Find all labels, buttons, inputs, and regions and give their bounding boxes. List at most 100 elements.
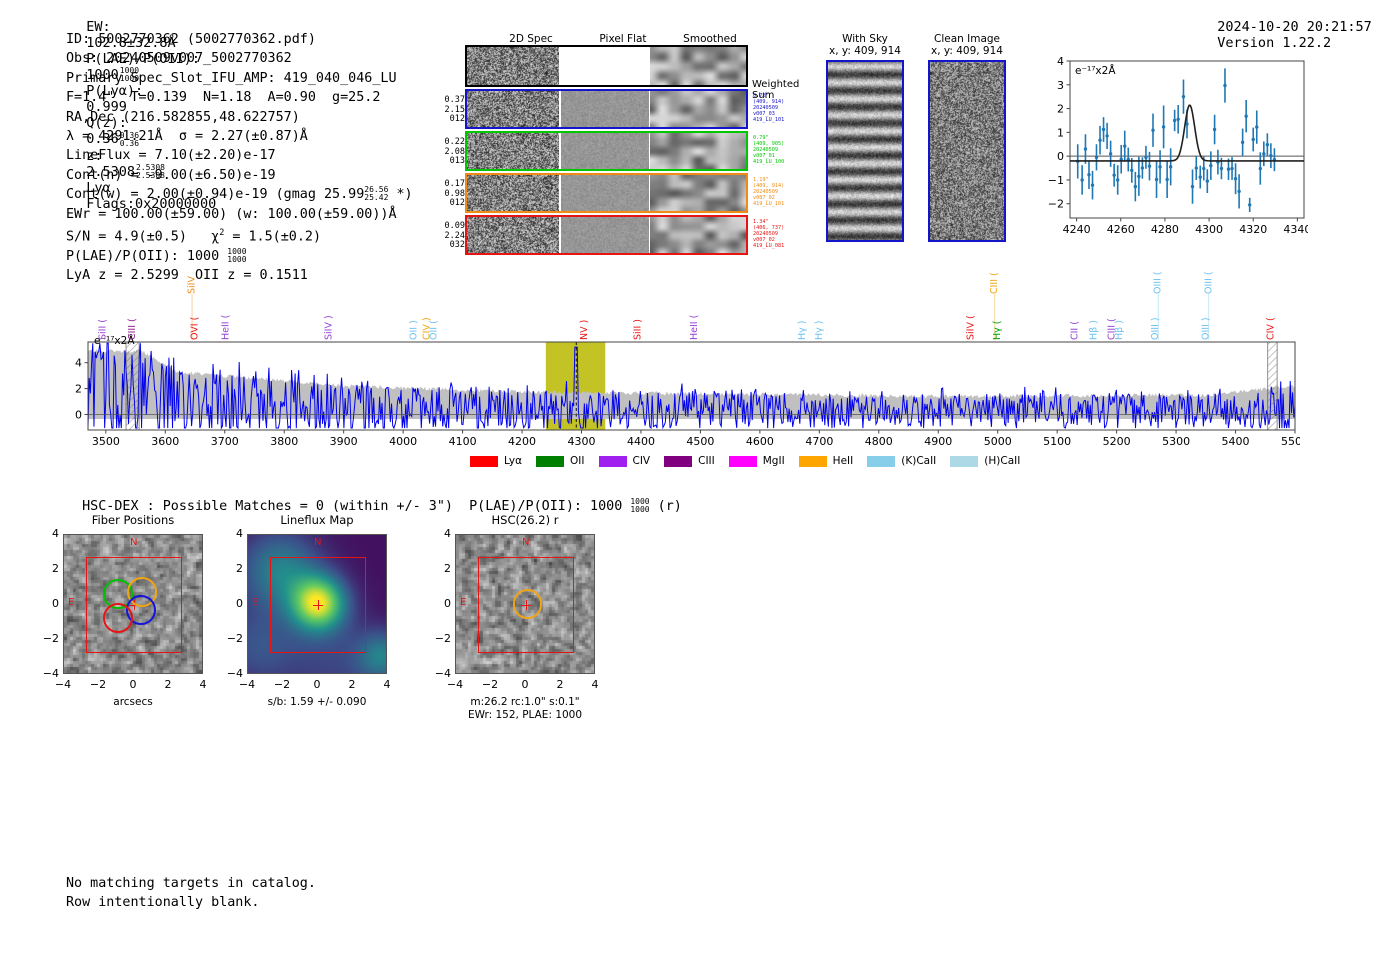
compass-north: N [314, 537, 322, 548]
legend-label: MgII [762, 455, 785, 467]
imaging-panel-title: Lineflux Map [280, 513, 354, 527]
legend-item: CIII [664, 455, 715, 467]
col-title-2dspec: 2D Spec [509, 33, 553, 45]
emission-line-label: OII ) [408, 320, 419, 340]
panel-x-tick: 0 [313, 678, 321, 691]
spectrum-x-tick: 5100 [1043, 435, 1071, 448]
svg-text:Hβ ): Hβ ) [1089, 320, 1100, 340]
panel-y-tick: 0 [444, 597, 451, 610]
spec2d-fiber-row: 0.22 2.08 013 0.79" (409, 905) 20240509 v007_0… [445, 131, 784, 171]
spectrum-x-tick: 3500 [92, 435, 120, 448]
full-spectrum-svg: 3500 3600 3700 3800 3900 4000 4100 4200 4300 4400… [75, 269, 1309, 448]
spectrum-x-tick: 5300 [1162, 435, 1190, 448]
emission-line-label: Hβ ) [1089, 320, 1100, 340]
y-tick-label: 0 [1057, 150, 1064, 163]
spec2d-weighted-sum-row [465, 45, 748, 87]
cutout-title: Clean Image x, y: 409, 914 [908, 33, 1026, 57]
z-species: Lyα [86, 180, 111, 197]
pixel-flat-image [560, 175, 649, 211]
svg-text:OII ): OII ) [408, 320, 419, 340]
spectrum-x-tick: 4900 [924, 435, 952, 448]
y-tick-label: −1 [1048, 174, 1064, 187]
fiber-meta-labels: 0.79" (409, 905) 20240509 v007_01 419_LU_100 [753, 135, 785, 166]
panel-caption: s/b: 1.59 +/- 0.090 [202, 696, 432, 709]
legend-item: MgII [728, 455, 785, 467]
svg-text:SiIV ): SiIV ) [323, 315, 334, 340]
spec2d-image [467, 47, 559, 85]
full-spectrum-plot: 3500 3600 3700 3800 3900 4000 4100 4200 4300 4400… [60, 269, 1309, 452]
qz-label: Q(z): [86, 115, 127, 132]
emission-line-label: SiIV ) [187, 269, 198, 340]
legend-label: (K)CaII [901, 455, 937, 467]
emission-line-label: OIII ( [1153, 271, 1164, 340]
emission-line-label: CIV ) [421, 317, 432, 340]
qz-range: 0.36 0.36 [119, 130, 140, 148]
info-id: ID: 5002770362 (5002770362.pdf) [66, 32, 316, 47]
svg-text:SiIV (: SiIV ( [966, 315, 977, 340]
plya-label: P(Lyα): [86, 83, 144, 100]
cutout-title: With Sky x, y: 409, 914 [806, 33, 924, 57]
info-redshifts: LyA z = 2.5299 OII z = 0.1511 [66, 268, 308, 284]
line-profile-points [1076, 68, 1277, 213]
spectrum-y-tick: 2 [75, 383, 82, 396]
spectrum-x-tick: 4000 [389, 435, 417, 448]
pixel-flat-image [561, 47, 648, 85]
emission-line-label: Hγ ) [797, 321, 808, 341]
hscdex-plae-range: 1000 1000 [630, 497, 650, 514]
info-lambda-sigma: λ = 4291.21Å σ = 2.27(±0.87)Å [66, 129, 308, 145]
spectrum-x-tick: 3900 [330, 435, 358, 448]
spectrum-x-tick: 5200 [1103, 435, 1131, 448]
spectrum-unit-annotation: e⁻¹⁷x2Å [94, 334, 135, 347]
panel-x-tick: −4 [446, 678, 464, 691]
emission-line-label: SiIV ( [966, 315, 977, 340]
svg-text:SiII (: SiII ( [97, 319, 108, 340]
panel-y-tick: 4 [236, 527, 243, 540]
svg-text:Hγ ): Hγ ) [797, 321, 808, 341]
panel-caption-line1: m:26.2 rc:1.0" s:0.1" [470, 696, 580, 708]
pixel-flat-image [560, 133, 649, 169]
cutout-coords: x, y: 409, 914 [829, 45, 901, 57]
y-tick-label: 4 [1057, 55, 1064, 68]
panel-x-tick: 0 [521, 678, 529, 691]
fiber-weight-labels: 0.09 2.24 032 [444, 221, 465, 250]
emission-line-legend: Lyα OII CIV CIII MgII HeII (K)CaII (H)CaII [470, 455, 1034, 467]
emission-line-label: SiII ) [633, 319, 644, 340]
svg-text:SiII ): SiII ) [633, 319, 644, 340]
y-tick-label: 1 [1057, 126, 1064, 139]
svg-text:OII (: OII ( [429, 320, 440, 340]
y-tick-label: 3 [1057, 79, 1064, 92]
plya-value: 0.999 [86, 99, 127, 116]
fiber-meta-labels: 1.19" (409, 914) 20240509 v007_02 419_LU_101 [753, 177, 785, 208]
spectrum-x-tick: 4500 [686, 435, 714, 448]
pixel-flat-image [560, 217, 649, 253]
aperture-box [477, 556, 575, 654]
panel-caption-line1: s/b: 1.59 +/- 0.090 [267, 696, 367, 708]
panel-caption-line1: arcsecs [113, 696, 153, 708]
imaging-panel-title: Fiber Positions [91, 513, 175, 527]
svg-text:Hγ ): Hγ ) [814, 321, 825, 341]
panel-caption: arcsecs [18, 696, 248, 709]
col-title-smoothed: Smoothed [683, 33, 737, 45]
svg-text:CIV (: CIV ( [1266, 317, 1277, 340]
compass-north: N [130, 537, 138, 548]
svg-text:HeII (: HeII ( [689, 315, 700, 340]
panel-x-tick: 4 [383, 678, 391, 691]
weighted-sum-label: Weighted Sum [752, 79, 800, 101]
spectrum-x-tick: 5400 [1222, 435, 1250, 448]
panel-y-tick: 0 [236, 597, 243, 610]
legend-label: OII [570, 455, 585, 467]
footer-note: No matching targets in catalog. Row inte… [66, 874, 316, 913]
fiber-weight-labels: 0.22 2.08 013 [444, 137, 465, 166]
x-tick-label: 4280 [1151, 223, 1179, 236]
spectrum-x-tick: 4700 [805, 435, 833, 448]
panel-y-tick: −4 [42, 667, 59, 680]
detection-info-block: ID: 5002770362 (5002770362.pdf) Obs: 202… [66, 30, 413, 286]
spectrum-x-tick: 3700 [211, 435, 239, 448]
info-plae: P(LAE)/P(OII): 1000 1000 1000 [66, 246, 247, 264]
legend-label: Lyα [504, 455, 523, 467]
spectrum-x-tick: 3800 [270, 435, 298, 448]
svg-text:CII (: CII ( [1070, 321, 1081, 340]
